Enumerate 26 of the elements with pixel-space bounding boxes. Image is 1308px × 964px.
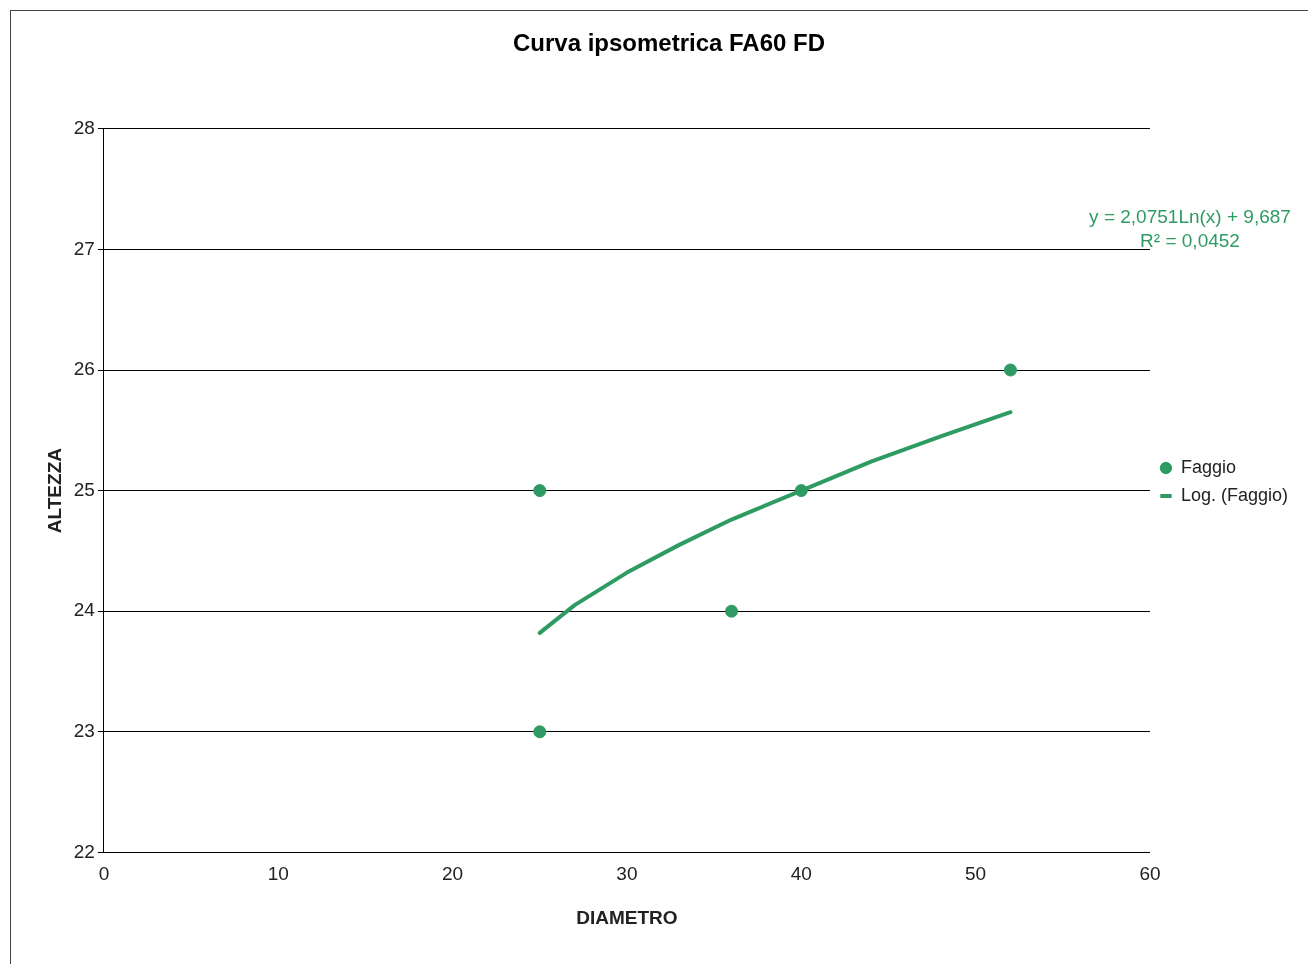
x-tick-label: 20 <box>442 863 464 885</box>
x-axis-title: DIAMETRO <box>576 906 678 928</box>
legend-label: Faggio <box>1180 456 1236 477</box>
point <box>725 604 739 618</box>
x-tick-label: 60 <box>1139 863 1161 885</box>
x-tick-label: 0 <box>98 863 110 885</box>
legend-label: Log. (Faggio) <box>1180 484 1288 505</box>
point <box>1003 363 1017 377</box>
x-tick-label: 10 <box>267 863 289 885</box>
annotation: y = 2,0751Ln(x) + 9,687 <box>1088 205 1292 229</box>
annotation: R² = 0,0452 <box>1139 229 1241 253</box>
y-tick-label: 25 <box>73 478 95 500</box>
x-tick-label: 40 <box>790 863 812 885</box>
y-tick-label: 23 <box>73 720 95 742</box>
point <box>533 484 547 498</box>
y-tick-label: 26 <box>73 358 95 380</box>
y-tick-label: 27 <box>73 237 95 259</box>
chart-title: Curva ipsometrica FA60 FD <box>512 29 826 57</box>
point <box>533 725 547 739</box>
x-tick-label: 50 <box>965 863 987 885</box>
y-tick-label: 28 <box>73 117 95 139</box>
y-tick-label: 22 <box>73 840 95 862</box>
y-tick-label: 24 <box>73 599 96 621</box>
point <box>794 484 808 498</box>
x-tick-label: 30 <box>616 863 638 885</box>
y-axis-title: ALTEZZA <box>43 447 65 534</box>
